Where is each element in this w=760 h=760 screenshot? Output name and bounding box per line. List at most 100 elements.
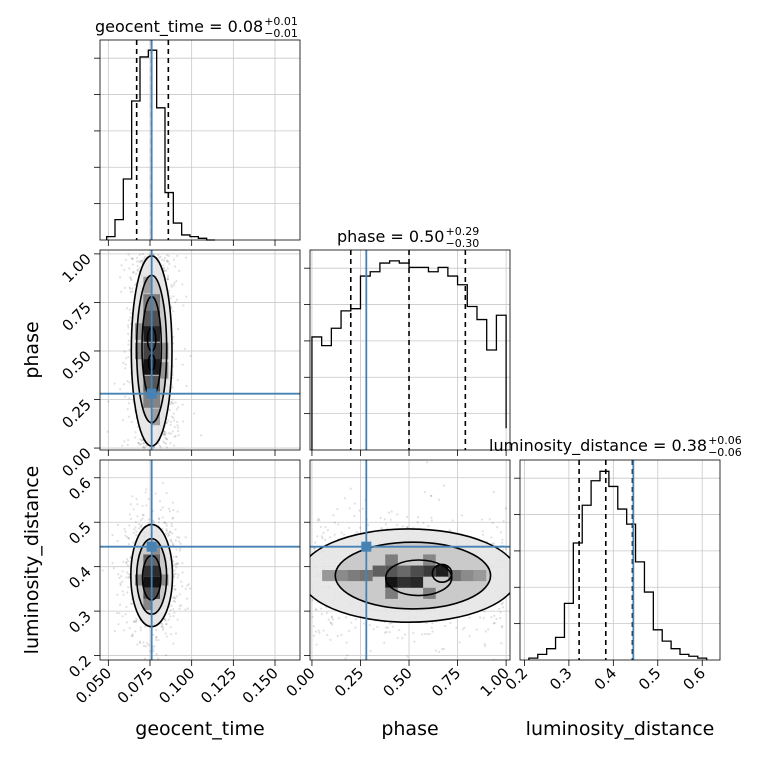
scatter-point [122, 629, 125, 632]
scatter-point [504, 507, 508, 510]
scatter-point [372, 628, 375, 631]
scatter-point [184, 587, 187, 590]
scatter-point [124, 534, 127, 537]
scatter-point [480, 518, 484, 521]
scatter-point [170, 285, 173, 288]
scatter-point [153, 645, 156, 648]
scatter-point [492, 622, 495, 625]
title-text: phase = 0.50 [337, 227, 444, 246]
scatter-point [172, 258, 175, 261]
scatter-point [317, 517, 320, 520]
scatter-point [168, 262, 171, 266]
scatter-point [161, 622, 164, 626]
scatter-point [475, 628, 478, 631]
scatter-point [165, 437, 168, 441]
scatter-point [172, 614, 175, 618]
scatter-point [315, 643, 318, 646]
scatter-point [336, 634, 339, 638]
scatter-point [134, 630, 137, 633]
scatter-point [172, 555, 175, 559]
scatter-point [174, 588, 177, 591]
scatter-point [314, 630, 318, 633]
scatter-point [128, 513, 132, 516]
scatter-point [200, 434, 203, 437]
scatter-point [384, 523, 388, 526]
scatter-point [157, 253, 160, 257]
scatter-point [325, 611, 329, 615]
scatter-point [144, 625, 147, 628]
scatter-point [127, 339, 130, 342]
density-cell [151, 342, 160, 360]
scatter-point [168, 612, 171, 616]
scatter-point [107, 400, 110, 403]
scatter-point [315, 608, 318, 611]
scatter-point [430, 516, 433, 519]
density-cell [151, 565, 160, 577]
scatter-point [165, 528, 168, 531]
scatter-point [181, 585, 184, 588]
density-cell [135, 323, 144, 340]
scatter-point [185, 597, 189, 600]
scatter-point [176, 378, 179, 382]
scatter-point [426, 632, 429, 636]
scatter-point [358, 509, 361, 512]
scatter-point [398, 628, 401, 632]
truth-marker [146, 388, 157, 399]
scatter-point [385, 626, 388, 629]
scatter-point [348, 507, 351, 510]
scatter-point [500, 642, 503, 645]
scatter-point [314, 608, 317, 611]
scatter-point [448, 529, 451, 532]
scatter-point [166, 259, 169, 262]
scatter-point [127, 560, 130, 563]
scatter-point [173, 588, 176, 591]
scatter-point [125, 621, 128, 624]
scatter-point [168, 510, 172, 513]
scatter-point [430, 519, 433, 522]
scatter-point [124, 613, 127, 616]
scatter-point [181, 363, 184, 366]
scatter-point [316, 519, 319, 522]
scatter-point [175, 408, 178, 411]
scatter-point [123, 268, 126, 272]
scatter-point [127, 343, 130, 346]
scatter-point [152, 253, 155, 256]
scatter-point [160, 625, 163, 628]
scatter-point [152, 650, 155, 653]
scatter-point [320, 613, 323, 616]
scatter-point [179, 547, 182, 550]
scatter-point [127, 402, 131, 405]
scatter-point [123, 395, 127, 398]
scatter-point [463, 626, 466, 629]
scatter-point [442, 647, 446, 651]
scatter-point [481, 533, 485, 536]
scatter-point [116, 523, 120, 526]
scatter-point [152, 521, 156, 524]
scatter-point [121, 590, 124, 593]
scatter-point [312, 634, 316, 637]
truth-marker [146, 541, 157, 552]
scatter-point [117, 623, 120, 626]
density-cell [423, 554, 436, 566]
scatter-point [122, 383, 126, 386]
scatter-point [125, 307, 129, 310]
scatter-point [492, 491, 495, 494]
density-cell [143, 554, 152, 566]
scatter-point [171, 376, 174, 379]
density-cell [135, 574, 144, 586]
scatter-point [162, 267, 166, 270]
scatter-point [142, 644, 146, 647]
scatter-point [111, 561, 114, 565]
scatter-point [170, 604, 173, 608]
scatter-point [142, 441, 145, 444]
scatter-point [182, 304, 185, 307]
scatter-point [171, 501, 174, 504]
scatter-point [320, 535, 324, 538]
scatter-point [500, 626, 503, 629]
joint-panel-geocent_time-luminosity_distance [94, 459, 301, 666]
scatter-point [177, 562, 180, 565]
scatter-point [163, 521, 166, 524]
scatter-point [163, 256, 166, 260]
scatter-point [128, 627, 131, 630]
scatter-point [127, 543, 130, 546]
